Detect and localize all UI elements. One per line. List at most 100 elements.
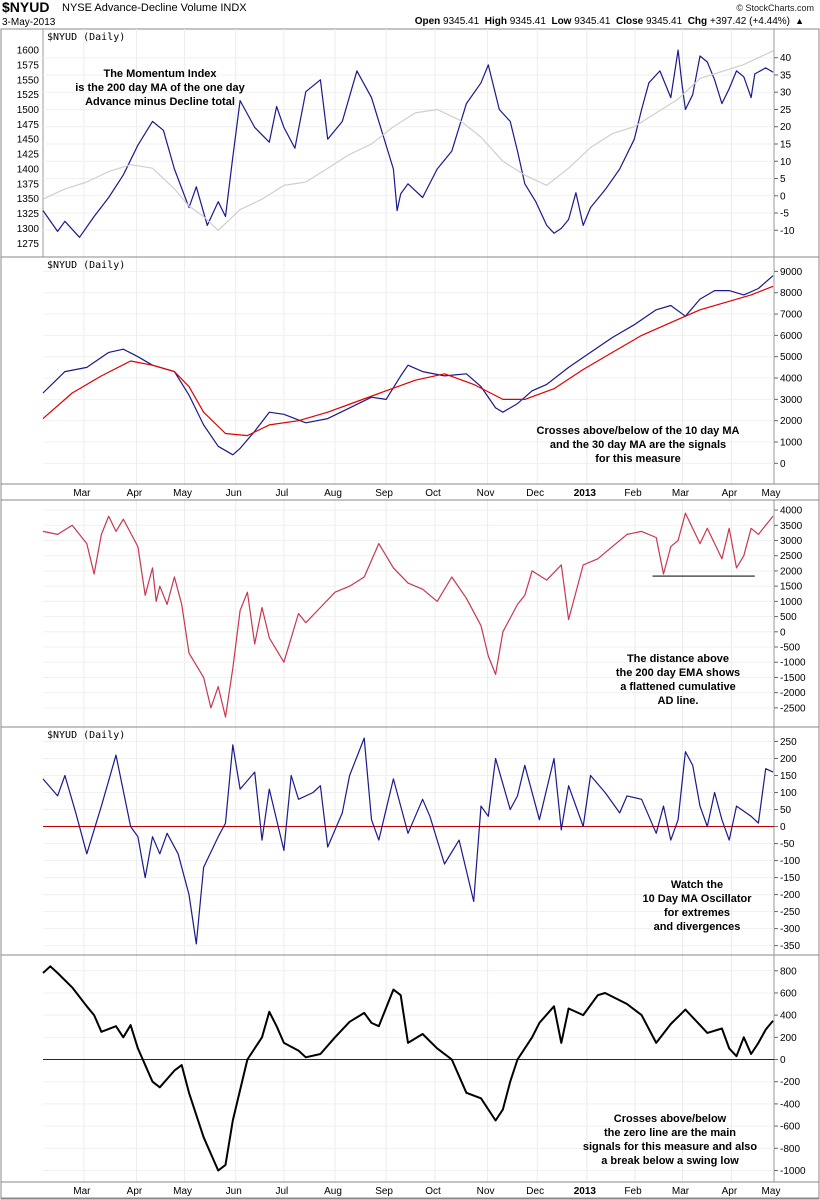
right-tick-label: -1000 [780,658,806,669]
right-tick-label: 1000 [780,597,803,608]
series-line-10-day-ma-oscillator [42,737,774,945]
right-tick-label: 0 [780,191,786,202]
annotation-line: a break below a swing low [601,1155,739,1167]
series-line-10-day-ma [42,275,774,456]
right-tick-label: 2500 [780,551,803,562]
right-tick-label: 500 [780,612,797,623]
month-label: Mar [73,488,91,499]
left-tick-label: 1400 [17,164,40,175]
low-value: 9345.41 [574,16,611,27]
right-tick-label: 30 [780,88,792,99]
month-label: Nov [477,488,495,499]
change-label: Chg [687,16,708,27]
annotation-line: and the 30 day MA are the signals [550,439,726,451]
annotation-line: AD line. [658,695,699,707]
right-tick-label: 5000 [780,352,803,363]
right-tick-label: -50 [780,839,795,850]
month-label: Mar [73,1186,91,1197]
month-label: Aug [324,1186,342,1197]
right-tick-label: -2500 [780,703,806,714]
right-tick-label: 50 [780,805,792,816]
right-tick-label: 2000 [780,566,803,577]
right-tick-label: -600 [780,1122,800,1133]
right-tick-label: -10 [780,226,795,237]
panel-label: $NYUD (Daily) [47,730,125,741]
left-tick-label: 1450 [17,135,40,146]
right-tick-label: 3500 [780,521,803,532]
right-tick-label: 2000 [780,416,803,427]
right-tick-label: 150 [780,771,797,782]
right-tick-label: -5 [780,209,789,220]
high-value: 9345.41 [509,16,546,27]
quote-bar: Open 9345.41 High 9345.41 Low 9345.41 Cl… [415,16,804,27]
annotation-line: The distance above [627,653,729,665]
month-label: Apr [722,488,738,499]
right-tick-label: 0 [780,1055,786,1066]
right-tick-label: 800 [780,966,797,977]
right-tick-label: 20 [780,122,792,133]
month-label: Aug [324,488,342,499]
month-label: May [762,488,781,499]
symbol-title: $NYUD [2,0,50,15]
annotation-line: is the 200 day MA of the one day [75,82,245,94]
right-tick-label: 4000 [780,506,803,517]
right-tick-label: -1000 [780,1166,806,1177]
right-tick-label: 3000 [780,536,803,547]
annotation-line: for extremes [664,907,730,919]
series-line-momentum-oscillator [42,965,774,1172]
left-tick-label: 1600 [17,46,40,57]
month-label: Oct [425,1186,441,1197]
right-tick-label: 25 [780,105,792,116]
annotation-line: the zero line are the main [604,1127,736,1139]
series-line-momentum-index [42,49,774,238]
month-label: Apr [127,1186,143,1197]
low-label: Low [551,16,572,27]
month-label: Feb [624,488,642,499]
month-label: Jun [226,488,242,499]
right-tick-label: -400 [780,1099,800,1110]
month-label: May [173,1186,192,1197]
month-label: May [762,1186,781,1197]
month-label: Mar [672,488,690,499]
right-tick-label: 5 [780,174,786,185]
right-tick-label: -150 [780,873,800,884]
right-tick-label: 40 [780,53,792,64]
annotation-line: 10 Day MA Oscillator [642,893,752,905]
right-tick-label: 100 [780,788,797,799]
right-tick-label: 1500 [780,582,803,593]
right-tick-label: -800 [780,1144,800,1155]
annotation-line: Crosses above/below of the 10 day MA [537,425,740,437]
month-label: Jun [226,1186,242,1197]
up-arrow-icon: ▲ [795,16,804,26]
left-tick-label: 1525 [17,90,40,101]
month-label: Dec [526,488,544,499]
annotation-line: a flattened cumulative [620,681,736,693]
right-tick-label: 6000 [780,331,803,342]
right-tick-label: -300 [780,924,800,935]
panel-label: $NYUD (Daily) [47,260,125,271]
right-tick-label: 4000 [780,374,803,385]
chart-frame [0,28,820,1200]
left-tick-label: 1550 [17,75,40,86]
right-tick-label: 3000 [780,395,803,406]
month-label: Jul [276,488,289,499]
right-tick-label: -500 [780,643,800,654]
series-line-30-day-ma [42,285,774,437]
right-tick-label: 250 [780,737,797,748]
right-tick-label: -250 [780,907,800,918]
right-tick-label: -2000 [780,688,806,699]
right-tick-label: 0 [780,822,786,833]
left-tick-label: 1300 [17,224,40,235]
right-tick-label: 8000 [780,288,803,299]
right-tick-label: -200 [780,890,800,901]
right-tick-label: -100 [780,856,800,867]
right-tick-label: 600 [780,988,797,999]
annotation-line: Crosses above/below [614,1113,727,1125]
annotation-line: Watch the [671,879,723,891]
open-value: 9345.41 [443,16,480,27]
left-tick-label: 1375 [17,179,40,190]
left-tick-label: 1575 [17,60,40,71]
right-tick-label: -1500 [780,673,806,684]
